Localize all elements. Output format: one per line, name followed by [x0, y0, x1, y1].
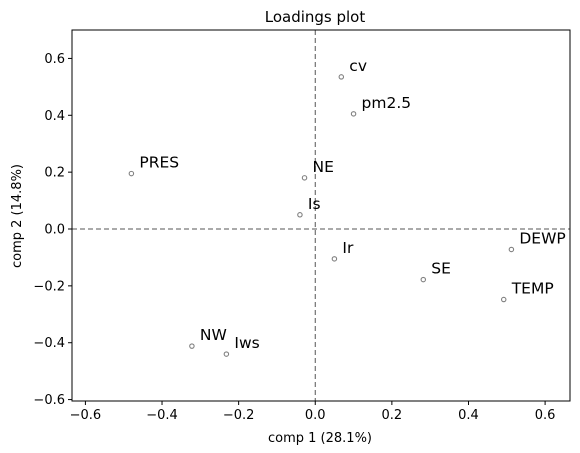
data-point [301, 175, 308, 181]
data-point [297, 212, 303, 218]
y-axis-label: comp 2 (14.8%) [10, 164, 25, 268]
y-tick-label: −0.2 [33, 279, 65, 294]
x-tick-label: 0.2 [382, 408, 403, 423]
point-label: NW [200, 326, 227, 344]
data-point [420, 276, 427, 283]
y-tick-label: 0.6 [44, 52, 65, 67]
point-label: NE [313, 158, 334, 176]
point-label: Iws [234, 334, 259, 352]
data-point [350, 111, 357, 117]
point-label: cv [349, 57, 367, 75]
x-tick-label: −0.2 [223, 408, 255, 423]
y-tick-label: −0.6 [33, 393, 65, 408]
data-point [223, 351, 230, 357]
point-label: PRES [139, 154, 179, 172]
point-label: DEWP [519, 229, 565, 247]
data-point [338, 74, 345, 80]
point-label: pm2.5 [362, 94, 412, 112]
y-tick-label: 0.0 [44, 223, 65, 238]
y-tick-label: 0.4 [44, 109, 65, 124]
x-axis-label: comp 1 (28.1%) [268, 431, 372, 446]
data-point [508, 246, 515, 253]
x-tick-label: 0.4 [458, 408, 479, 423]
x-tick-label: −0.6 [70, 408, 102, 423]
chart-title: Loadings plot [265, 8, 366, 26]
data-point [189, 343, 195, 349]
data-point [128, 170, 135, 177]
data-point [331, 256, 338, 262]
data-point [500, 296, 507, 303]
point-label: Ir [342, 239, 354, 257]
plot-area: cv pm2.5 PRES NE Is Ir DEWP SE TEMP NW Iws −0.6 −0.4… [33, 29, 571, 423]
x-tick-label: −0.4 [146, 408, 178, 423]
y-tick-label: 0.2 [44, 166, 65, 181]
x-tick-label: 0.6 [535, 408, 556, 423]
point-label: SE [431, 260, 451, 278]
point-label: Is [308, 195, 321, 213]
x-tick-label: 0.0 [305, 408, 326, 423]
y-tick-label: −0.4 [33, 336, 65, 351]
point-label: TEMP [511, 280, 554, 298]
plot-frame [71, 29, 571, 402]
